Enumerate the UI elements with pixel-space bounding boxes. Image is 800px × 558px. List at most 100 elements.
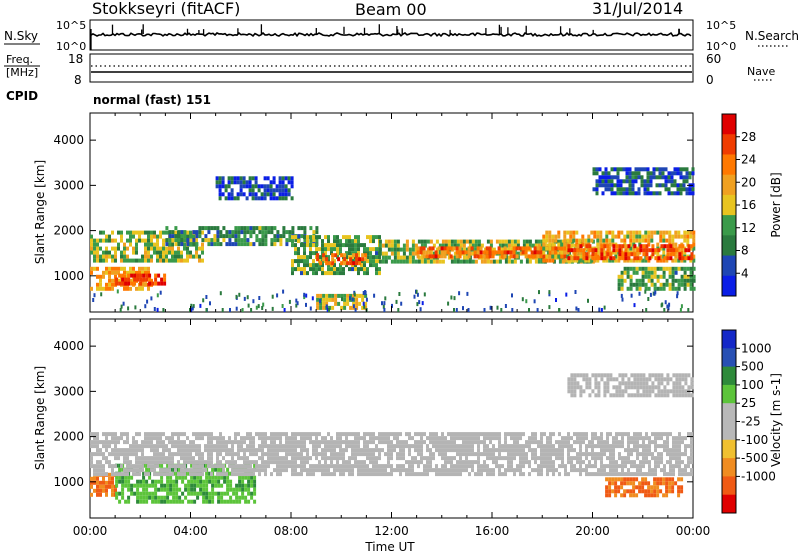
velocity-cell [495, 432, 498, 437]
power-cell [198, 246, 201, 251]
velocity-cell [513, 436, 516, 441]
power-cell [417, 259, 421, 264]
velocity-cell [135, 472, 138, 477]
velocity-cell [276, 472, 279, 477]
velocity-cell [630, 452, 633, 457]
power-cell [348, 239, 351, 244]
power-cell [659, 258, 663, 263]
velocity-cell [246, 436, 249, 441]
velocity-cell [273, 468, 276, 473]
power-cell [145, 277, 149, 282]
velocity-cell [270, 440, 273, 445]
velocity-cell [396, 436, 399, 441]
velocity-cell [615, 440, 618, 445]
velocity-cell [159, 432, 162, 437]
power-colorbar-tick: 12 [741, 221, 756, 235]
velocity-cell [156, 440, 159, 445]
velocity-cell [240, 440, 243, 445]
velocity-cell [105, 460, 108, 465]
power-cell [300, 267, 303, 272]
velocity-cell [273, 456, 276, 461]
velocity-cell [276, 456, 279, 461]
velocity-cell [570, 444, 573, 449]
power-cell [692, 246, 696, 251]
velocity-cell [156, 460, 159, 465]
velocity-cell [546, 464, 549, 469]
velocity-cell [312, 448, 315, 453]
velocity-cell [217, 475, 221, 480]
velocity-cell [241, 483, 245, 488]
power-cell [483, 308, 486, 312]
velocity-cell [147, 440, 150, 445]
power-cell [352, 261, 356, 266]
velocity-cell [288, 452, 291, 457]
velocity-cell [216, 472, 219, 477]
power-cell [364, 257, 368, 262]
velocity-cell [139, 491, 143, 496]
power-cell [558, 239, 562, 244]
power-cell [623, 266, 627, 271]
power-cell [595, 187, 599, 192]
velocity-cell [246, 472, 249, 477]
power-cell [670, 191, 674, 196]
velocity-cell [348, 460, 351, 465]
velocity-cell [252, 436, 255, 441]
power-cell [150, 230, 153, 235]
power-cell [261, 230, 265, 235]
velocity-cell [207, 432, 210, 437]
power-cell [287, 176, 291, 181]
velocity-cell [205, 495, 209, 500]
velocity-cell [153, 432, 156, 437]
power-cell [668, 230, 672, 235]
power-cell [671, 234, 675, 239]
power-cell [271, 306, 274, 311]
power-cell [623, 270, 627, 275]
velocity-cell [579, 452, 582, 457]
power-cell [506, 250, 510, 255]
power-cell [652, 175, 656, 180]
velocity-cell [629, 493, 633, 498]
velocity-cell [226, 499, 230, 504]
power-cell [691, 167, 695, 172]
velocity-cell [474, 460, 477, 465]
velocity-cell [258, 432, 261, 437]
velocity-cell [219, 432, 222, 437]
power-cell [618, 252, 622, 257]
velocity-cell [579, 385, 583, 390]
power-cell [601, 183, 605, 188]
power-cell [633, 252, 637, 257]
velocity-cell [129, 444, 132, 449]
power-cell [497, 250, 501, 255]
power-cell [105, 254, 108, 259]
velocity-cell [666, 460, 669, 465]
velocity-cell [138, 444, 141, 449]
power-cell [133, 277, 137, 282]
velocity-cell [291, 436, 294, 441]
velocity-cell [654, 468, 657, 473]
velocity-cell [471, 460, 474, 465]
power-cell [610, 175, 614, 180]
velocity-cell [639, 381, 643, 386]
velocity-cell [237, 432, 240, 437]
velocity-cell [234, 440, 237, 445]
power-cell [599, 230, 603, 235]
velocity-cell [564, 472, 567, 477]
power-cell [398, 292, 401, 296]
power-cell [650, 266, 654, 271]
velocity-cell [324, 444, 327, 449]
velocity-cell [612, 472, 615, 477]
velocity-cell [528, 440, 531, 445]
power-cell [243, 234, 247, 239]
velocity-cell [546, 468, 549, 473]
velocity-cell [154, 495, 158, 500]
power-cell [369, 247, 372, 252]
velocity-cell [300, 468, 303, 473]
power-cell [241, 308, 244, 312]
velocity-cell [516, 436, 519, 441]
power-cell [674, 254, 678, 259]
velocity-cell [102, 484, 105, 489]
velocity-cell [498, 472, 501, 477]
power-cell [563, 234, 567, 239]
velocity-cell [537, 456, 540, 461]
power-cell [159, 230, 162, 235]
